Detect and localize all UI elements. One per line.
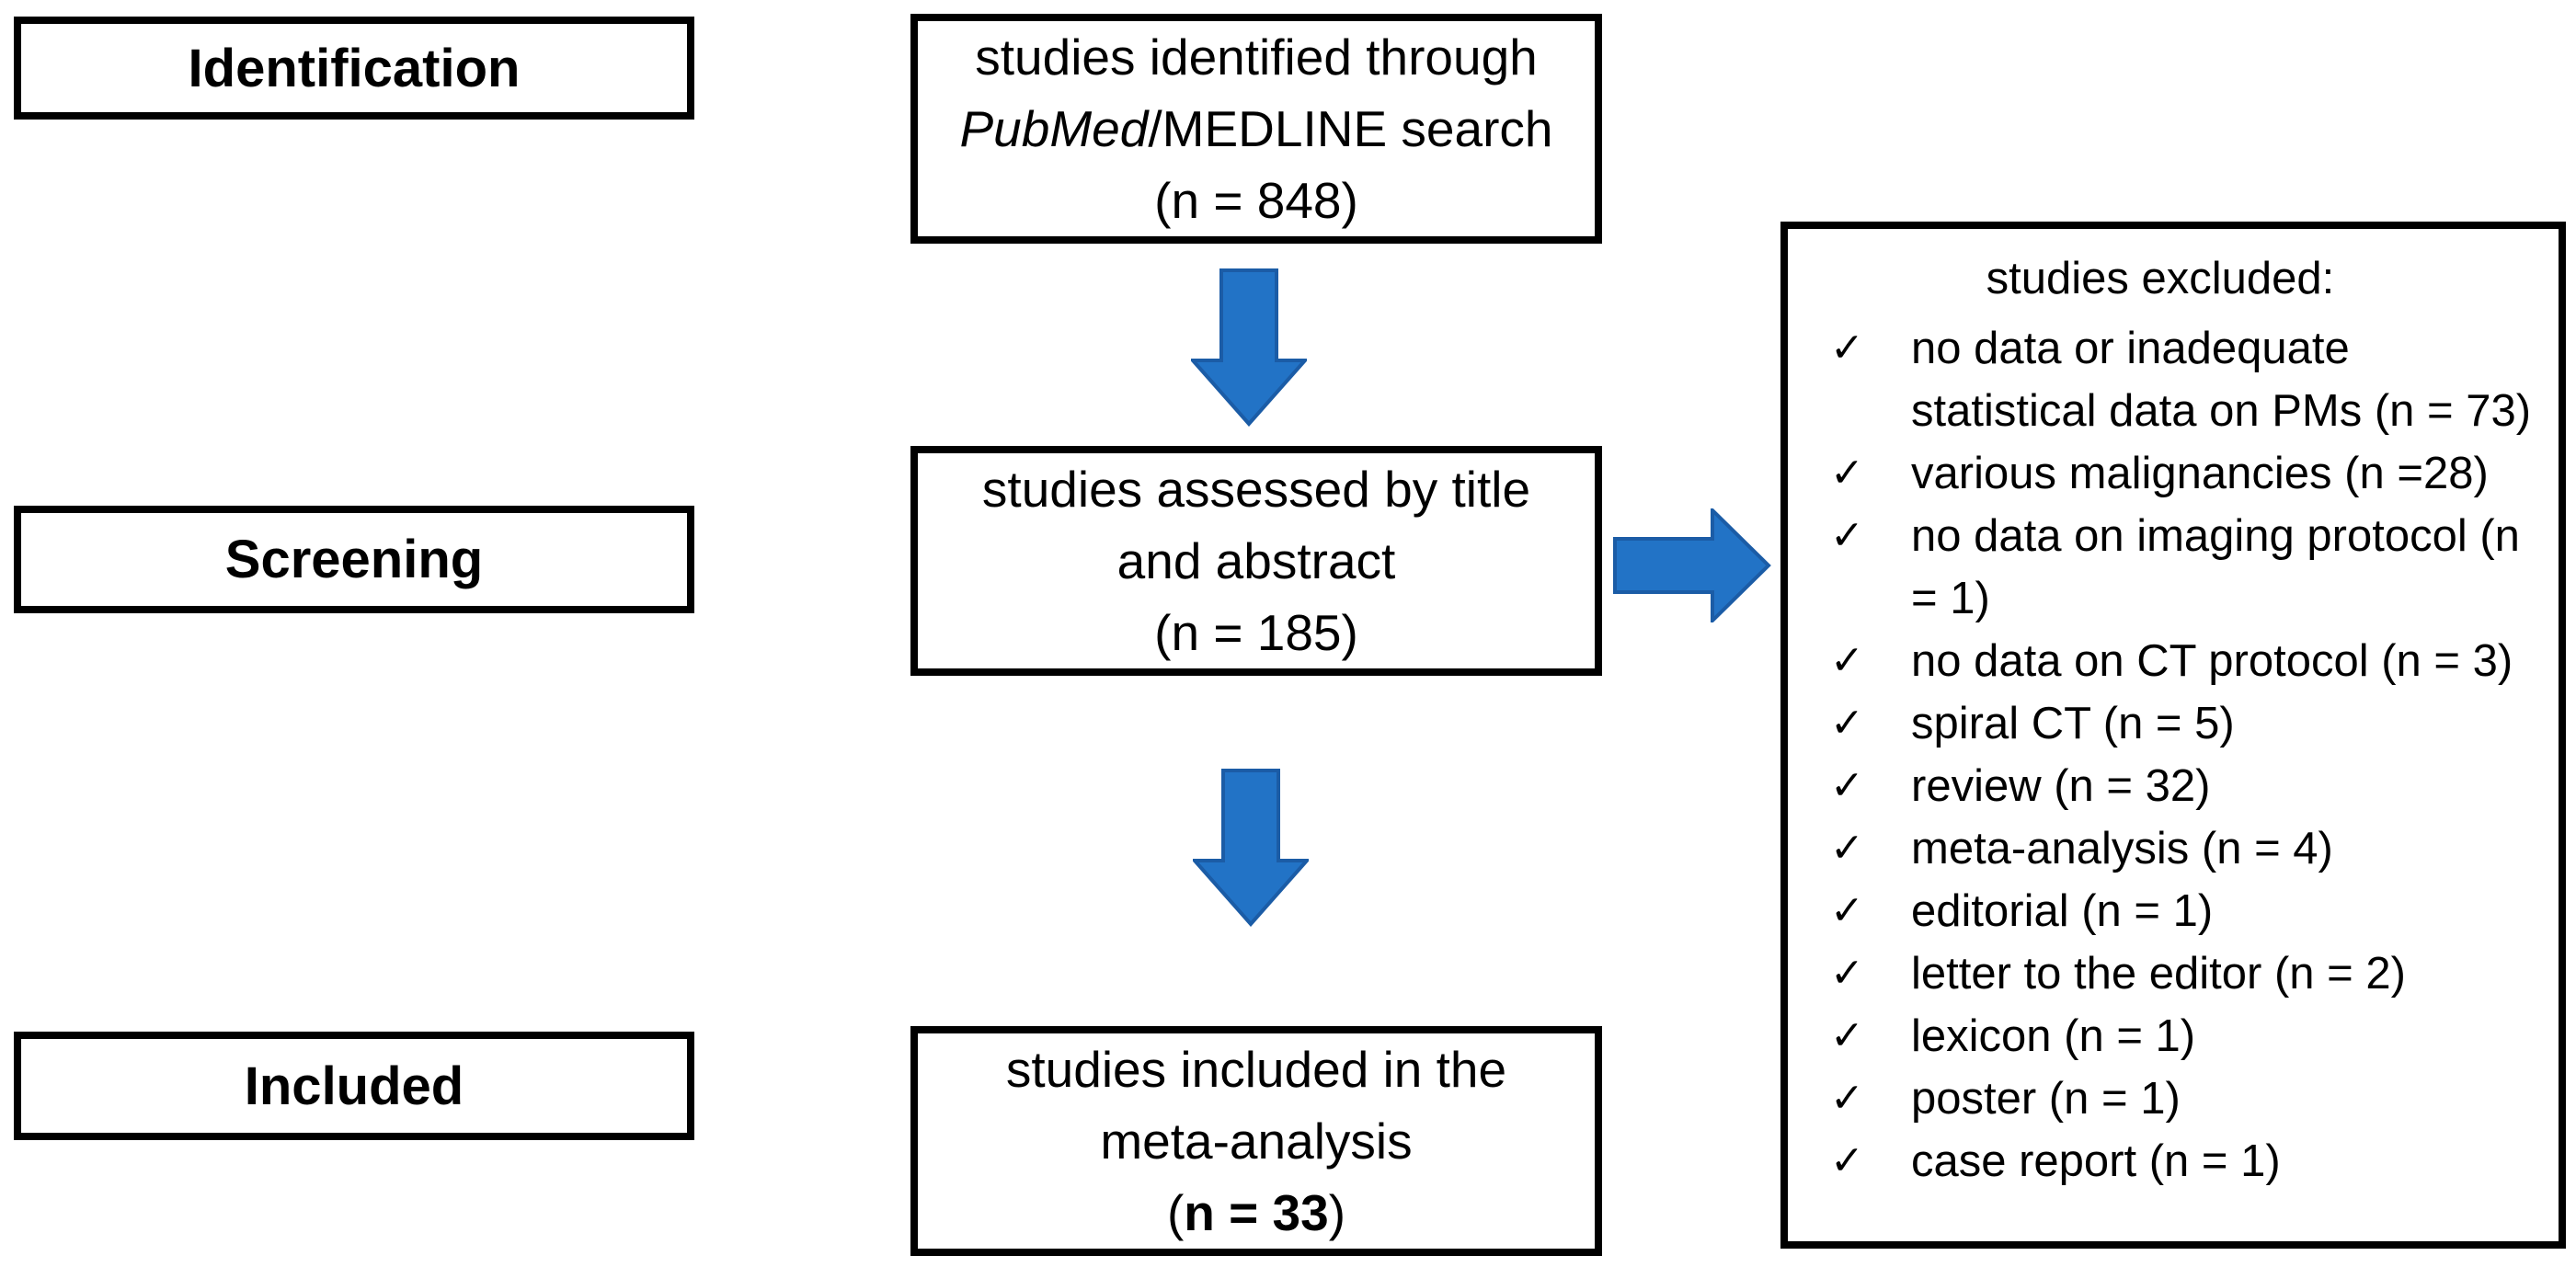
excluded-item: ✓ spiral CT (n = 5) bbox=[1788, 692, 2533, 755]
stage-label-identification: Identification bbox=[188, 38, 521, 98]
excluded-box: studies excluded: ✓ no data or inadequat… bbox=[1780, 222, 2566, 1249]
excluded-item-text: lexicon (n = 1) bbox=[1911, 1011, 2196, 1061]
flow-box-assessed: studies assessed by title and abstract (… bbox=[910, 446, 1602, 676]
assessed-count: (n = 185) bbox=[1154, 604, 1358, 661]
included-line1: studies included in the bbox=[1005, 1041, 1507, 1098]
checkmark-icon: ✓ bbox=[1830, 951, 1864, 996]
excluded-item: ✓ letter to the editor (n = 2) bbox=[1788, 942, 2533, 1005]
excluded-item-text: editorial (n = 1) bbox=[1911, 886, 2214, 936]
checkmark-icon: ✓ bbox=[1830, 638, 1864, 683]
stage-label-included: Included bbox=[244, 1056, 464, 1116]
checkmark-icon: ✓ bbox=[1830, 1076, 1864, 1121]
included-count-close-paren: ) bbox=[1328, 1184, 1346, 1241]
checkmark-icon: ✓ bbox=[1830, 888, 1864, 933]
identified-line2-source: PubMed bbox=[959, 100, 1149, 157]
checkmark-icon: ✓ bbox=[1830, 325, 1864, 371]
excluded-item-text: poster (n = 1) bbox=[1911, 1074, 2181, 1124]
included-count-value: n = 33 bbox=[1184, 1184, 1329, 1241]
excluded-item-text: case report (n = 1) bbox=[1911, 1136, 2281, 1186]
identified-line2-rest: /MEDLINE search bbox=[1148, 100, 1553, 157]
checkmark-icon: ✓ bbox=[1830, 1013, 1864, 1058]
down-arrow-icon-1 bbox=[1191, 268, 1307, 427]
stage-label-screening: Screening bbox=[224, 530, 484, 589]
checkmark-icon: ✓ bbox=[1830, 451, 1864, 496]
included-count-open-paren: ( bbox=[1166, 1184, 1185, 1241]
excluded-item: ✓ poster (n = 1) bbox=[1788, 1067, 2533, 1130]
checkmark-icon: ✓ bbox=[1830, 763, 1864, 808]
included-line2: meta-analysis bbox=[1100, 1113, 1413, 1170]
excluded-item-text: no data on imaging protocol (n = 1) bbox=[1911, 511, 2520, 623]
identified-count: (n = 848) bbox=[1154, 172, 1358, 229]
excluded-list: ✓ no data or inadequate statistical data… bbox=[1788, 317, 2533, 1193]
excluded-item-text: meta-analysis (n = 4) bbox=[1911, 824, 2333, 873]
excluded-item: ✓ no data or inadequate statistical data… bbox=[1788, 317, 2533, 442]
checkmark-icon: ✓ bbox=[1830, 1138, 1864, 1183]
assessed-line1: studies assessed by title bbox=[981, 461, 1531, 518]
checkmark-icon: ✓ bbox=[1830, 826, 1864, 871]
flow-box-included-meta: studies included in the meta-analysis (n… bbox=[910, 1026, 1602, 1256]
flow-box-identified: studies identified through PubMed/MEDLIN… bbox=[910, 14, 1602, 244]
stage-box-identification: Identification bbox=[14, 17, 694, 120]
checkmark-icon: ✓ bbox=[1830, 513, 1864, 558]
excluded-item: ✓ various malignancies (n =28) bbox=[1788, 442, 2533, 505]
excluded-item: ✓ review (n = 32) bbox=[1788, 755, 2533, 817]
excluded-item: ✓ no data on CT protocol (n = 3) bbox=[1788, 630, 2533, 692]
excluded-item-text: review (n = 32) bbox=[1911, 761, 2211, 811]
excluded-item-text: spiral CT (n = 5) bbox=[1911, 699, 2235, 748]
excluded-item: ✓ case report (n = 1) bbox=[1788, 1130, 2533, 1193]
identified-line1: studies identified through bbox=[975, 29, 1538, 86]
excluded-item: ✓ no data on imaging protocol (n = 1) bbox=[1788, 505, 2533, 630]
down-arrow-icon-2 bbox=[1193, 769, 1309, 927]
excluded-item-text: various malignancies (n =28) bbox=[1911, 449, 2489, 498]
stage-box-screening: Screening bbox=[14, 506, 694, 613]
right-arrow-icon bbox=[1613, 508, 1771, 622]
stage-box-included: Included bbox=[14, 1032, 694, 1140]
excluded-item-text: no data on CT protocol (n = 3) bbox=[1911, 636, 2513, 686]
excluded-item: ✓ lexicon (n = 1) bbox=[1788, 1005, 2533, 1067]
excluded-item: ✓ editorial (n = 1) bbox=[1788, 880, 2533, 942]
excluded-item: ✓ meta-analysis (n = 4) bbox=[1788, 817, 2533, 880]
excluded-item-text: letter to the editor (n = 2) bbox=[1911, 949, 2406, 999]
identified-line2: PubMed/MEDLINE search bbox=[960, 93, 1553, 165]
assessed-line2: and abstract bbox=[1116, 532, 1396, 589]
excluded-item-text: no data or inadequate statistical data o… bbox=[1911, 324, 2532, 436]
included-count: (n = 33) bbox=[1167, 1177, 1345, 1249]
excluded-title: studies excluded: bbox=[1986, 254, 2335, 303]
checkmark-icon: ✓ bbox=[1830, 701, 1864, 746]
